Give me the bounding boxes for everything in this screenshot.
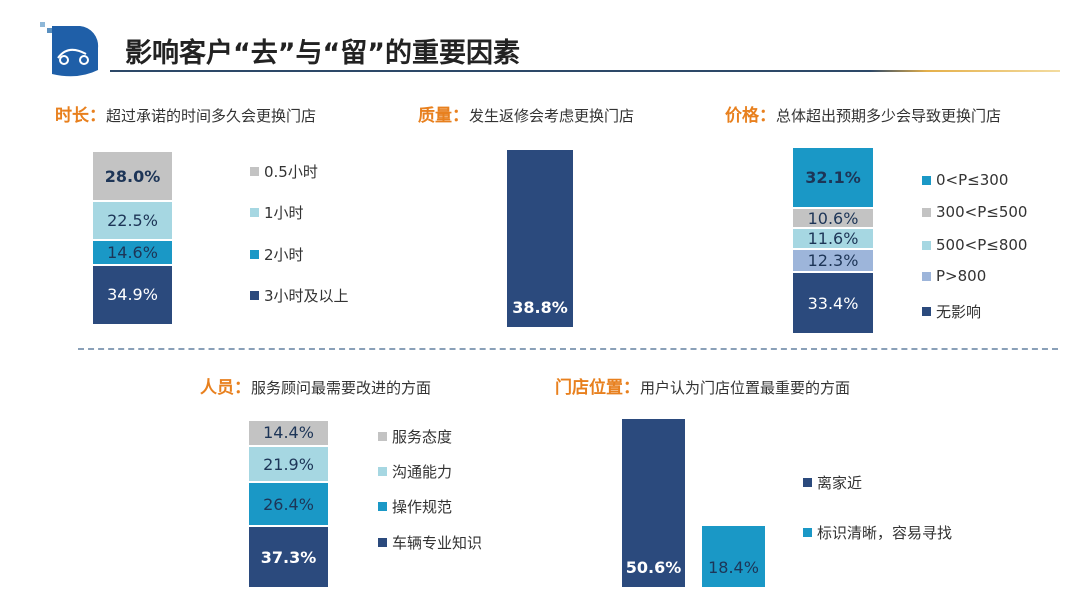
legend-label: 1小时 xyxy=(264,204,304,222)
legend-item: 0.5小时 xyxy=(250,161,318,182)
legend-label: 0.5小时 xyxy=(264,163,318,181)
legend-item: 服务态度 xyxy=(378,426,452,447)
data-label: 28.0% xyxy=(104,166,161,186)
bar-segment: 21.9% xyxy=(249,444,328,482)
legend-label: 服务态度 xyxy=(392,428,453,446)
chart-title-staff: 人员：服务顾问最需要改进的方面 xyxy=(200,378,432,398)
bar-segment: 11.6% xyxy=(793,226,873,249)
legend-label: 操作规范 xyxy=(392,498,453,516)
legend-swatch xyxy=(250,291,259,300)
bar-segment: 32.1% xyxy=(793,148,873,208)
legend-item: 车辆专业知识 xyxy=(378,532,482,553)
quality-bar: 38.8% xyxy=(507,150,573,327)
data-label: 11.6% xyxy=(807,229,859,249)
data-label: 10.6% xyxy=(807,208,859,228)
data-label: 50.6% xyxy=(625,558,682,577)
data-label: 32.1% xyxy=(805,168,861,188)
bar-segment: 14.6% xyxy=(93,238,172,264)
legend-swatch xyxy=(250,208,259,217)
legend-item: 300<P≤500 xyxy=(922,203,1027,221)
legend-label: 标识清晰，容易寻找 xyxy=(817,524,953,542)
legend-swatch xyxy=(803,478,812,487)
chart-title-quality: 质量：发生返修会考虑更换门店 xyxy=(418,106,635,126)
chart-title-duration: 时长：超过承诺的时间多久会更换门店 xyxy=(55,106,317,126)
legend-item: 2小时 xyxy=(250,244,304,265)
legend-swatch xyxy=(250,250,259,259)
bar-segment: 28.0% xyxy=(93,152,172,201)
bar-segment: 12.3% xyxy=(793,248,873,272)
legend-item: 0<P≤300 xyxy=(922,171,1008,189)
stacked-bar: 32.1% 10.6% 11.6% 12.3% 33.4% xyxy=(793,148,873,333)
data-label: 21.9% xyxy=(263,454,314,474)
legend-item: 标识清晰，容易寻找 xyxy=(803,522,952,543)
legend-label: P>800 xyxy=(936,267,987,285)
legend-swatch xyxy=(922,175,931,185)
legend-label: 0<P≤300 xyxy=(936,171,1009,189)
legend-item: 操作规范 xyxy=(378,496,452,517)
stacked-bar: 14.4% 21.9% 26.4% 37.3% xyxy=(249,421,328,587)
data-label: 22.5% xyxy=(107,211,158,230)
legend-swatch xyxy=(922,240,931,250)
chart-title-price: 价格：总体超出预期多少会导致更换门店 xyxy=(725,106,1002,126)
logo xyxy=(38,18,100,80)
data-label: 26.4% xyxy=(263,494,314,514)
data-label: 34.9% xyxy=(107,285,158,305)
bar-segment: 10.6% xyxy=(793,207,873,228)
data-label: 14.6% xyxy=(107,242,158,262)
bar-segment: 37.3% xyxy=(249,525,328,587)
section-divider xyxy=(78,348,1058,350)
legend-swatch xyxy=(378,502,387,511)
legend-swatch xyxy=(378,432,387,441)
legend-swatch xyxy=(922,307,931,316)
location-bar: 18.4% xyxy=(702,525,765,587)
bar-segment: 34.9% xyxy=(93,263,172,324)
legend-swatch xyxy=(250,167,259,176)
chart-title-location: 门店位置：用户认为门店位置最重要的方面 xyxy=(555,378,851,398)
legend-label: 无影响 xyxy=(936,303,982,321)
legend-item: 1小时 xyxy=(250,202,304,223)
data-label: 14.4% xyxy=(263,423,314,443)
data-label: 38.8% xyxy=(512,298,568,317)
location-bar: 50.6% xyxy=(622,419,685,587)
legend-swatch xyxy=(922,207,931,217)
legend-item: 离家近 xyxy=(803,472,862,493)
data-label: 33.4% xyxy=(807,293,859,313)
legend-item: 500<P≤800 xyxy=(922,236,1027,254)
legend-swatch xyxy=(922,271,931,281)
data-label: 18.4% xyxy=(708,557,759,577)
legend-swatch xyxy=(803,528,812,537)
legend-label: 500<P≤800 xyxy=(936,236,1028,254)
legend-label: 3小时及以上 xyxy=(264,287,349,305)
legend-item: 3小时及以上 xyxy=(250,285,349,306)
bar-segment: 26.4% xyxy=(249,481,328,526)
legend-item: 沟通能力 xyxy=(378,461,452,482)
legend-label: 300<P≤500 xyxy=(936,203,1028,221)
data-label: 37.3% xyxy=(260,547,317,567)
legend-label: 车辆专业知识 xyxy=(392,534,483,552)
legend-label: 2小时 xyxy=(264,246,304,264)
stacked-bar: 28.0% 22.5% 14.6% 34.9% xyxy=(93,152,172,324)
data-label: 12.3% xyxy=(807,251,859,271)
legend-label: 离家近 xyxy=(817,474,863,492)
page-title: 影响客户“去”与“留”的重要因素 xyxy=(125,38,520,69)
bar-segment: 22.5% xyxy=(93,200,172,239)
legend-item: P>800 xyxy=(922,267,986,285)
legend-label: 沟通能力 xyxy=(392,463,453,481)
legend-item: 无影响 xyxy=(922,301,981,322)
legend-swatch xyxy=(378,538,387,547)
bar-segment: 14.4% xyxy=(249,421,328,445)
legend-swatch xyxy=(378,467,387,476)
bar-segment: 33.4% xyxy=(793,271,873,333)
title-underline xyxy=(110,70,1060,72)
